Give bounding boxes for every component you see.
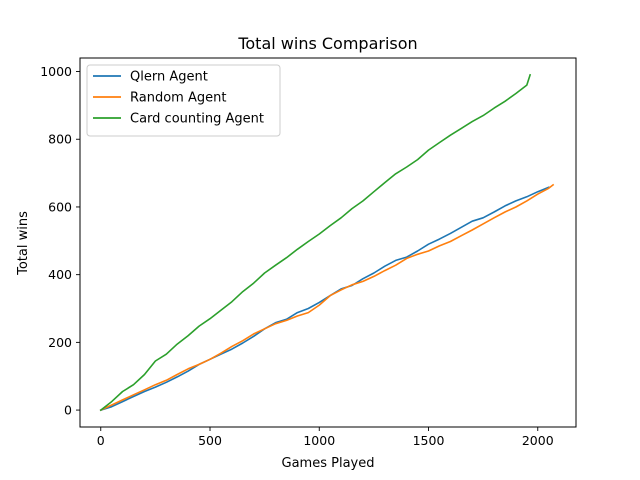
x-tick-label: 1500	[413, 433, 445, 448]
legend-label-1: Random Agent	[130, 91, 226, 106]
x-tick-label: 2000	[522, 433, 554, 448]
x-axis-label: Games Played	[282, 456, 375, 471]
axes-frame	[79, 57, 577, 428]
legend-label-2: Card counting Agent	[130, 112, 264, 127]
y-axis-ticks: 0 200 400 600 800 1000	[40, 64, 80, 418]
legend-box	[86, 64, 281, 137]
chart-title: Total wins Comparison	[237, 34, 417, 53]
y-tick-label: 800	[48, 132, 72, 147]
series-line-0	[99, 186, 550, 412]
y-tick-label: 1000	[40, 64, 72, 79]
legend-label-0: Qlern Agent	[130, 70, 208, 85]
x-axis-ticks: 0 500 1000 1500 2000	[97, 427, 554, 448]
x-tick-label: 500	[198, 433, 222, 448]
series-line-1	[99, 183, 555, 412]
legend: Qlern Agent Random Agent Card counting Age…	[86, 64, 281, 137]
y-tick-label: 200	[48, 335, 72, 350]
y-axis-label: Total wins	[16, 211, 31, 276]
x-tick-label: 0	[97, 433, 105, 448]
series-line-2	[99, 73, 532, 412]
x-tick-label: 1000	[303, 433, 335, 448]
y-tick-label: 600	[48, 199, 72, 214]
y-tick-label: 400	[48, 267, 72, 282]
plot-lines	[99, 73, 555, 412]
y-tick-label: 0	[64, 403, 72, 418]
